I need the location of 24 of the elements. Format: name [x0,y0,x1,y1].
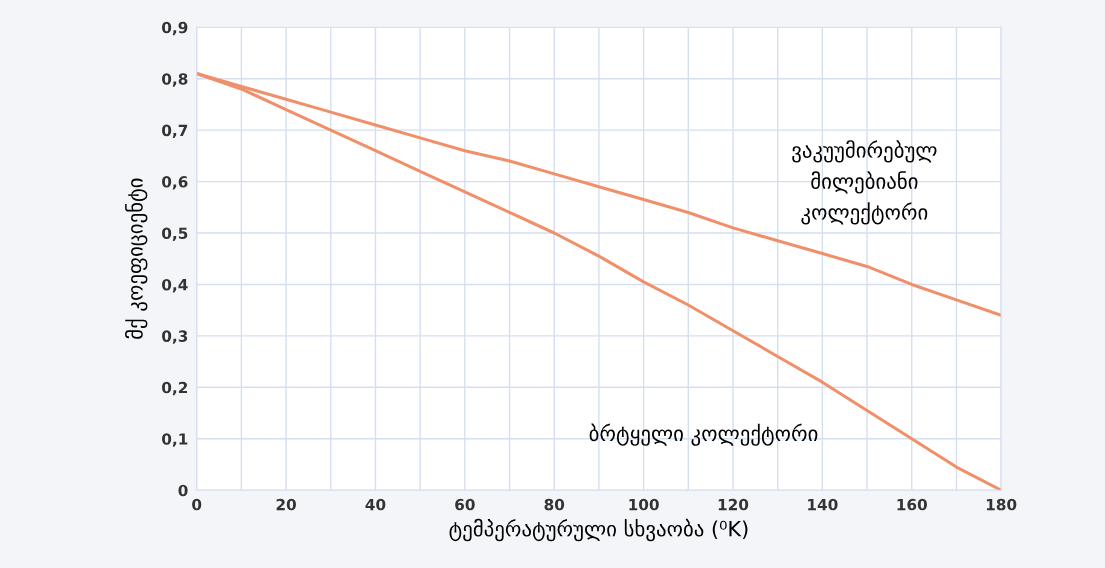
y-tick-label: 0,7 [162,124,188,139]
x-axis-title: ტემპერატურული სხვაობა (⁰K) [449,518,748,542]
y-tick-label: 0,6 [162,176,188,190]
x-tick-label: 180 [986,498,1017,511]
y-tick-label: 0,3 [162,330,188,344]
x-tick-label: 0 [192,498,202,511]
y-tick-label: 0,8 [162,73,188,87]
x-tick-label: 60 [455,498,475,511]
y-tick-label: 0,5 [162,227,188,241]
x-tick-label: 120 [718,498,749,511]
y-axis-title: მქ კოეფიციენტი [125,178,148,339]
y-tick-label: 0,1 [162,433,188,447]
series-label: ბრტყელი კოლექტორი [589,423,818,446]
x-tick-label: 40 [365,498,386,511]
x-tick-label: 80 [544,498,565,511]
y-tick-label: 0,9 [162,21,188,36]
y-tick-label: 0,2 [162,381,188,396]
x-tick-label: 100 [629,498,659,511]
series-label: ვაკუუმირებულ მილებიანი კოლექტორი [792,140,937,225]
x-tick-label: 160 [897,498,927,511]
x-tick-label: 20 [276,498,296,511]
x-tick-label: 140 [808,498,838,511]
y-tick-label: 0,4 [162,278,188,293]
y-tick-label: 0 [178,484,188,497]
